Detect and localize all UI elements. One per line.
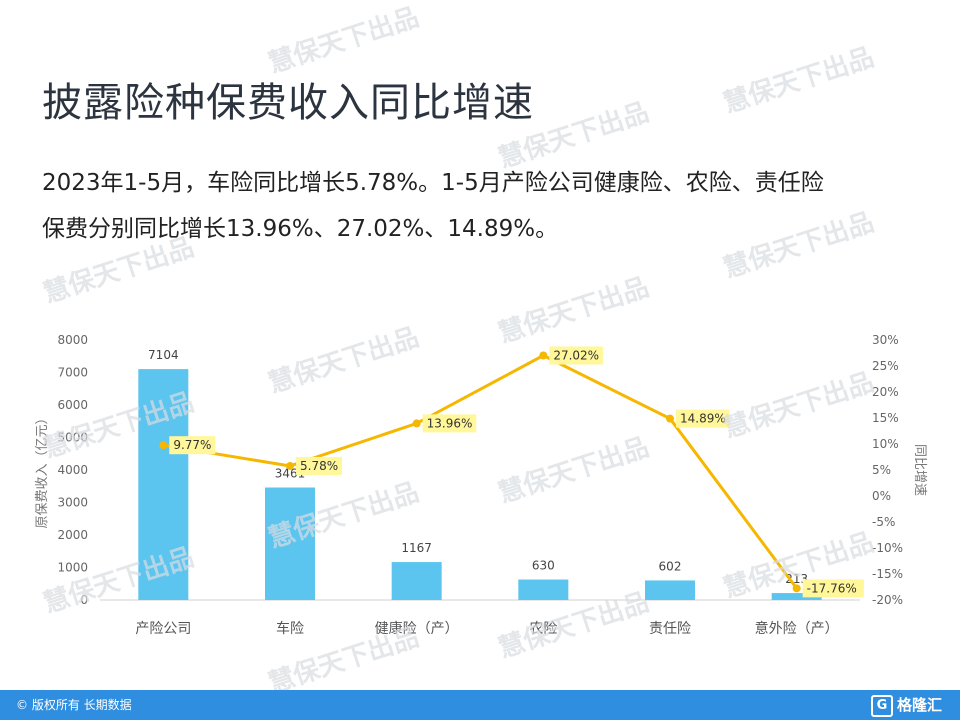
growth-point (666, 414, 674, 423)
y-tick-label: 5000 (57, 431, 88, 445)
category-label: 意外险（产） (755, 620, 839, 637)
category-label: 农险 (529, 621, 557, 637)
y2-tick-label: -5% (872, 515, 895, 529)
bar (645, 580, 695, 600)
premium-growth-chart: 0 1000 2000 3000 4000 5000 6000 7000 8000 -20% -15… (35, 333, 927, 637)
summary-line-2: 保费分别同比增长13.96%、27.02%、14.89%。 (42, 216, 559, 242)
growth-label-bg (549, 346, 603, 365)
growth-value-label: 13.96% (427, 416, 473, 430)
watermark: 慧保天下出品 (719, 42, 878, 120)
page-title: 披露险种保费收入同比增速 (42, 80, 534, 126)
category-label: 责任险 (649, 621, 691, 637)
y-tick-label: 0 (80, 593, 88, 607)
y-tick-label: 6000 (57, 398, 88, 412)
y-tick-label: 8000 (57, 333, 88, 347)
watermark: 慧保天下出品 (264, 2, 423, 80)
growth-point (539, 351, 548, 360)
y2-tick-label: 5% (872, 463, 891, 477)
summary-line-1: 2023年1-5月，车险同比增长5.78%。1-5月产险公司健康险、农险、责任险 (42, 170, 824, 196)
bar (138, 369, 189, 600)
brand-logo: G 格隆汇 (870, 694, 942, 717)
category-label: 健康险（产） (375, 620, 459, 637)
y2-tick-label: 0% (872, 489, 891, 503)
category-label: 产险公司 (135, 621, 191, 637)
summary-text: 2023年1-5月，车险同比增长5.78%。1-5月产险公司健康险、农险、责任险… (42, 160, 932, 252)
bar-value-label: 1167 (401, 541, 432, 555)
growth-point (792, 584, 801, 593)
growth-line (163, 353, 798, 590)
bar-value-label: 602 (659, 559, 682, 573)
footer-copyright: © 版权所有 长期数据 (16, 698, 132, 712)
y-tick-label: 4000 (57, 463, 88, 477)
y2-tick-label: -20% (872, 593, 903, 607)
growth-label-bg (802, 579, 864, 598)
growth-label-bg (422, 414, 477, 433)
bar (771, 593, 822, 600)
y2-tick-label: 20% (872, 385, 899, 399)
y2-tick-label: 25% (872, 359, 899, 373)
growth-value-label: 14.89% (680, 412, 726, 426)
growth-point (159, 441, 168, 450)
growth-value-label: 27.02% (553, 348, 599, 362)
growth-label-bg (676, 409, 730, 428)
brand-logo-icon: G (870, 694, 893, 717)
growth-label-bg (296, 456, 342, 475)
growth-value-label: 5.78% (300, 459, 338, 473)
bar-value-label: 7104 (148, 348, 179, 362)
y2-tick-label: -10% (872, 541, 903, 555)
y-tick-label: 7000 (57, 366, 88, 380)
bar (518, 579, 569, 600)
brand-logo-text: 格隆汇 (896, 696, 942, 714)
bar (391, 562, 442, 600)
growth-label-bg (169, 436, 216, 455)
y2-axis-title: 同比增速 (912, 444, 927, 496)
y2-tick-label: -15% (872, 567, 903, 581)
y2-tick-label: 15% (872, 411, 899, 425)
growth-value-label: -17.76% (807, 581, 857, 595)
bar-value-label: 630 (532, 559, 555, 573)
y-tick-label: 3000 (57, 496, 88, 510)
y2-tick-label: 10% (872, 437, 899, 451)
footer-bar: © 版权所有 长期数据 G 格隆汇 (0, 690, 960, 720)
y-axis-title: 原保费收入（亿元） (35, 411, 50, 528)
bar (265, 487, 315, 600)
category-label: 车险 (276, 620, 304, 637)
growth-point (286, 461, 294, 470)
y-tick-label: 2000 (57, 528, 88, 542)
y2-tick-label: 30% (872, 333, 899, 347)
y-tick-label: 1000 (57, 561, 88, 575)
growth-value-label: 9.77% (173, 438, 211, 452)
growth-point (412, 419, 421, 428)
